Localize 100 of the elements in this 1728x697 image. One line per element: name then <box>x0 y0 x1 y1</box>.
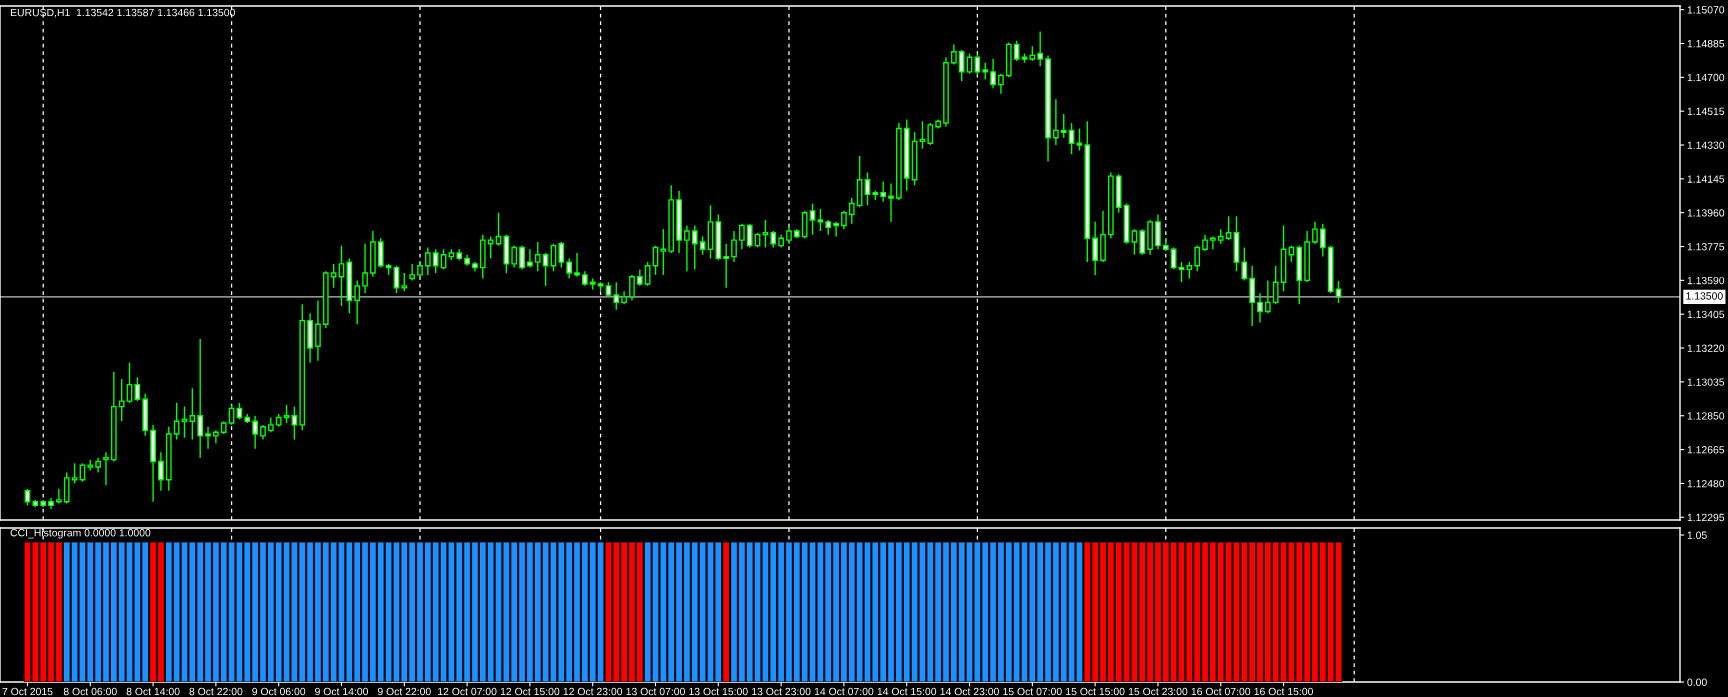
candlestick <box>63 471 70 505</box>
candlestick <box>283 404 290 424</box>
x-tick-label: 8 Oct 22:00 <box>189 687 243 696</box>
x-tick-label: 14 Oct 23:00 <box>940 687 999 696</box>
candlestick <box>181 405 188 439</box>
candlestick <box>848 197 855 225</box>
candlestick <box>1335 280 1342 304</box>
candlestick <box>432 248 439 274</box>
candlestick <box>291 405 298 441</box>
candlestick <box>1060 113 1067 139</box>
y-tick-label: 1.14885 <box>1687 40 1725 48</box>
y-tick-label: 1.13590 <box>1687 276 1725 285</box>
candlestick <box>723 243 730 289</box>
candlestick <box>699 235 706 256</box>
candlestick <box>103 451 109 486</box>
candlestick <box>511 244 518 269</box>
y-tick-label: 1.13220 <box>1687 344 1725 352</box>
candlestick <box>424 246 431 276</box>
x-tick-label: 14 Oct 07:00 <box>814 687 874 696</box>
candlestick <box>919 120 926 150</box>
x-tick-label: 15 Oct 15:00 <box>1066 687 1125 696</box>
candlestick <box>739 222 745 250</box>
candlestick <box>377 237 384 269</box>
candlestick <box>1249 265 1256 327</box>
candlestick <box>927 122 934 146</box>
candlestick <box>629 274 635 302</box>
candlestick <box>731 230 737 263</box>
y-tick-label: 1.14515 <box>1687 107 1725 116</box>
candlestick <box>197 338 204 459</box>
x-tick-label: 12 Oct 15:00 <box>500 687 560 696</box>
y-tick-label: 1.12295 <box>1687 513 1725 522</box>
x-tick-label: 16 Oct 15:00 <box>1254 687 1313 696</box>
candlestick <box>801 210 808 240</box>
candlestick <box>574 252 580 278</box>
candlestick <box>1241 246 1248 282</box>
x-tick-label: 12 Oct 23:00 <box>563 687 623 696</box>
candlestick <box>762 219 769 249</box>
candlestick <box>1178 261 1185 283</box>
y-tick-label: 1.12850 <box>1687 412 1725 420</box>
candlestick <box>205 426 211 450</box>
candlestick <box>56 488 62 505</box>
candlestick <box>746 222 753 249</box>
candlestick <box>71 462 78 485</box>
x-tick-label: 13 Oct 07:00 <box>626 687 685 696</box>
y-tick-label: 1.13960 <box>1687 209 1725 217</box>
candlestick <box>362 243 368 294</box>
candlestick <box>1319 222 1326 258</box>
candlestick <box>1155 213 1161 250</box>
candlestick <box>880 180 887 203</box>
candlestick <box>613 281 620 311</box>
candlestick <box>315 299 321 362</box>
candlestick <box>189 387 196 441</box>
x-tick-label: 9 Oct 06:00 <box>252 687 306 696</box>
candlestick <box>1272 265 1279 305</box>
candlestick <box>1139 228 1146 256</box>
candlestick <box>1194 244 1201 272</box>
candlestick <box>958 49 965 82</box>
x-tick-label: 15 Oct 23:00 <box>1128 687 1188 696</box>
candlestick <box>527 248 533 269</box>
x-tick-label: 13 Oct 15:00 <box>689 687 748 696</box>
candlestick <box>660 228 667 276</box>
chart-title: EURUSD,H1 1.13542 1.13587 1.13466 1.13500 <box>10 8 235 18</box>
candlestick <box>519 244 525 271</box>
candlestick <box>558 241 565 269</box>
candlestick <box>487 235 494 260</box>
ref-line-label: 1.13500 <box>1686 292 1723 300</box>
candlestick <box>1225 215 1232 241</box>
candlestick <box>990 58 996 90</box>
candlestick <box>1257 292 1263 324</box>
candlestick <box>330 263 337 289</box>
x-tick-label: 9 Oct 22:00 <box>377 687 431 696</box>
candlestick <box>409 263 416 282</box>
candlestick <box>809 202 816 236</box>
candlestick <box>1092 221 1098 276</box>
y-tick-label: 1.13405 <box>1687 310 1725 319</box>
x-tick-label: 8 Oct 14:00 <box>126 687 180 696</box>
candlestick <box>684 224 690 272</box>
candlestick <box>833 221 839 238</box>
candlestick <box>1312 221 1318 245</box>
y-tick-label: 1.12665 <box>1687 446 1725 454</box>
candlestick <box>691 224 698 271</box>
candlestick <box>401 272 408 293</box>
candlestick <box>126 361 133 404</box>
candlestick <box>1264 279 1271 314</box>
x-tick-label: 12 Oct 07:00 <box>438 687 497 696</box>
candlestick <box>1053 98 1059 146</box>
chart-title: CCI_Histogram 0.0000 1.0000 <box>10 528 151 539</box>
candlestick <box>1076 127 1083 152</box>
candlestick <box>950 43 957 66</box>
x-tick-label: 14 Oct 15:00 <box>877 687 937 696</box>
candlestick <box>644 261 651 287</box>
candlestick <box>817 208 824 232</box>
y-tick-label: 0.00 <box>1687 678 1707 686</box>
y-tick-label: 1.12480 <box>1687 479 1725 488</box>
candlestick <box>841 210 847 230</box>
candlestick <box>1131 228 1138 256</box>
candlestick <box>118 378 125 422</box>
candlestick <box>566 257 573 280</box>
x-tick-label: 15 Oct 07:00 <box>1003 687 1062 696</box>
candlestick <box>1037 30 1044 68</box>
